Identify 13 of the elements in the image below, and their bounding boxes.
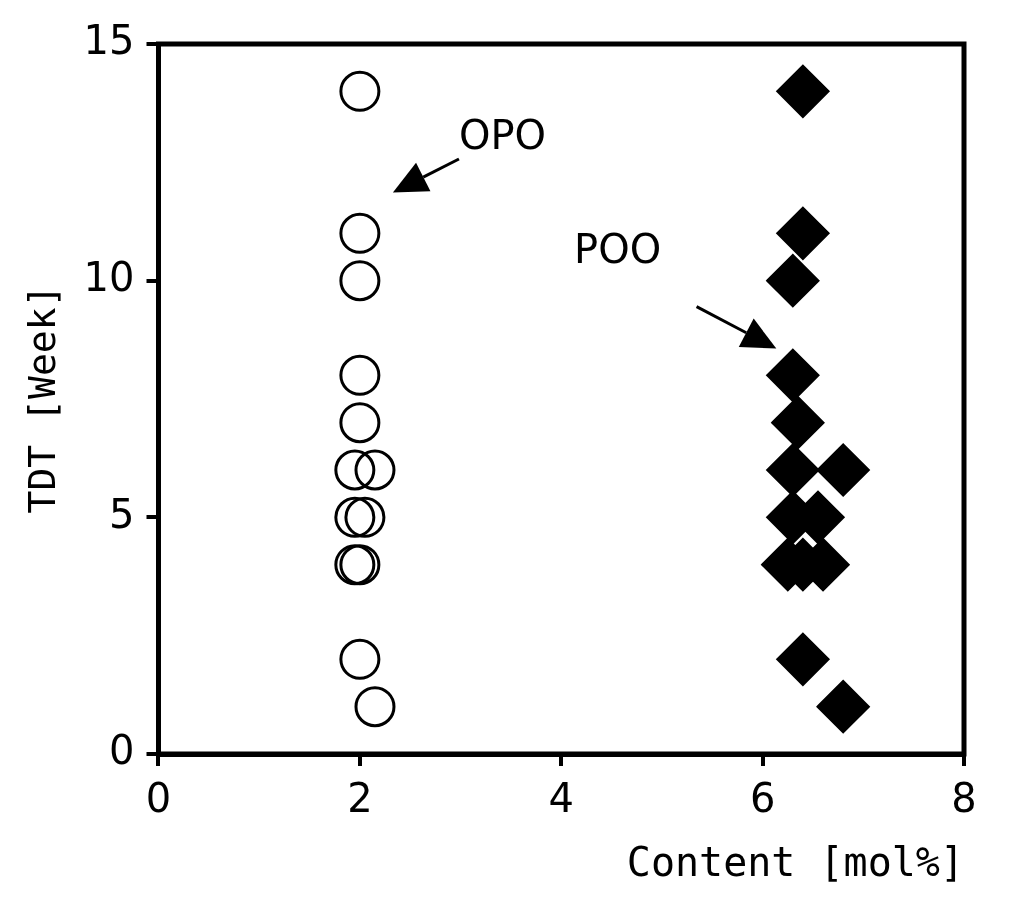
x-tick-label: 2: [347, 775, 373, 822]
x-tick-label: 0: [145, 775, 172, 822]
x-tick-label: 6: [749, 775, 776, 822]
text: POO: [574, 226, 662, 273]
y-tick-label: 0: [109, 727, 135, 774]
text: OPO: [458, 111, 546, 158]
y-tick-label: 10: [83, 254, 135, 301]
x-tick-label: 4: [548, 775, 574, 822]
y-axis-title: TDT [Week]: [19, 284, 64, 514]
x-axis-title: Content [mol%]: [626, 839, 964, 886]
x-tick-label: 8: [951, 775, 977, 822]
y-tick-label: 15: [83, 17, 135, 64]
y-tick-label: 5: [109, 490, 135, 537]
